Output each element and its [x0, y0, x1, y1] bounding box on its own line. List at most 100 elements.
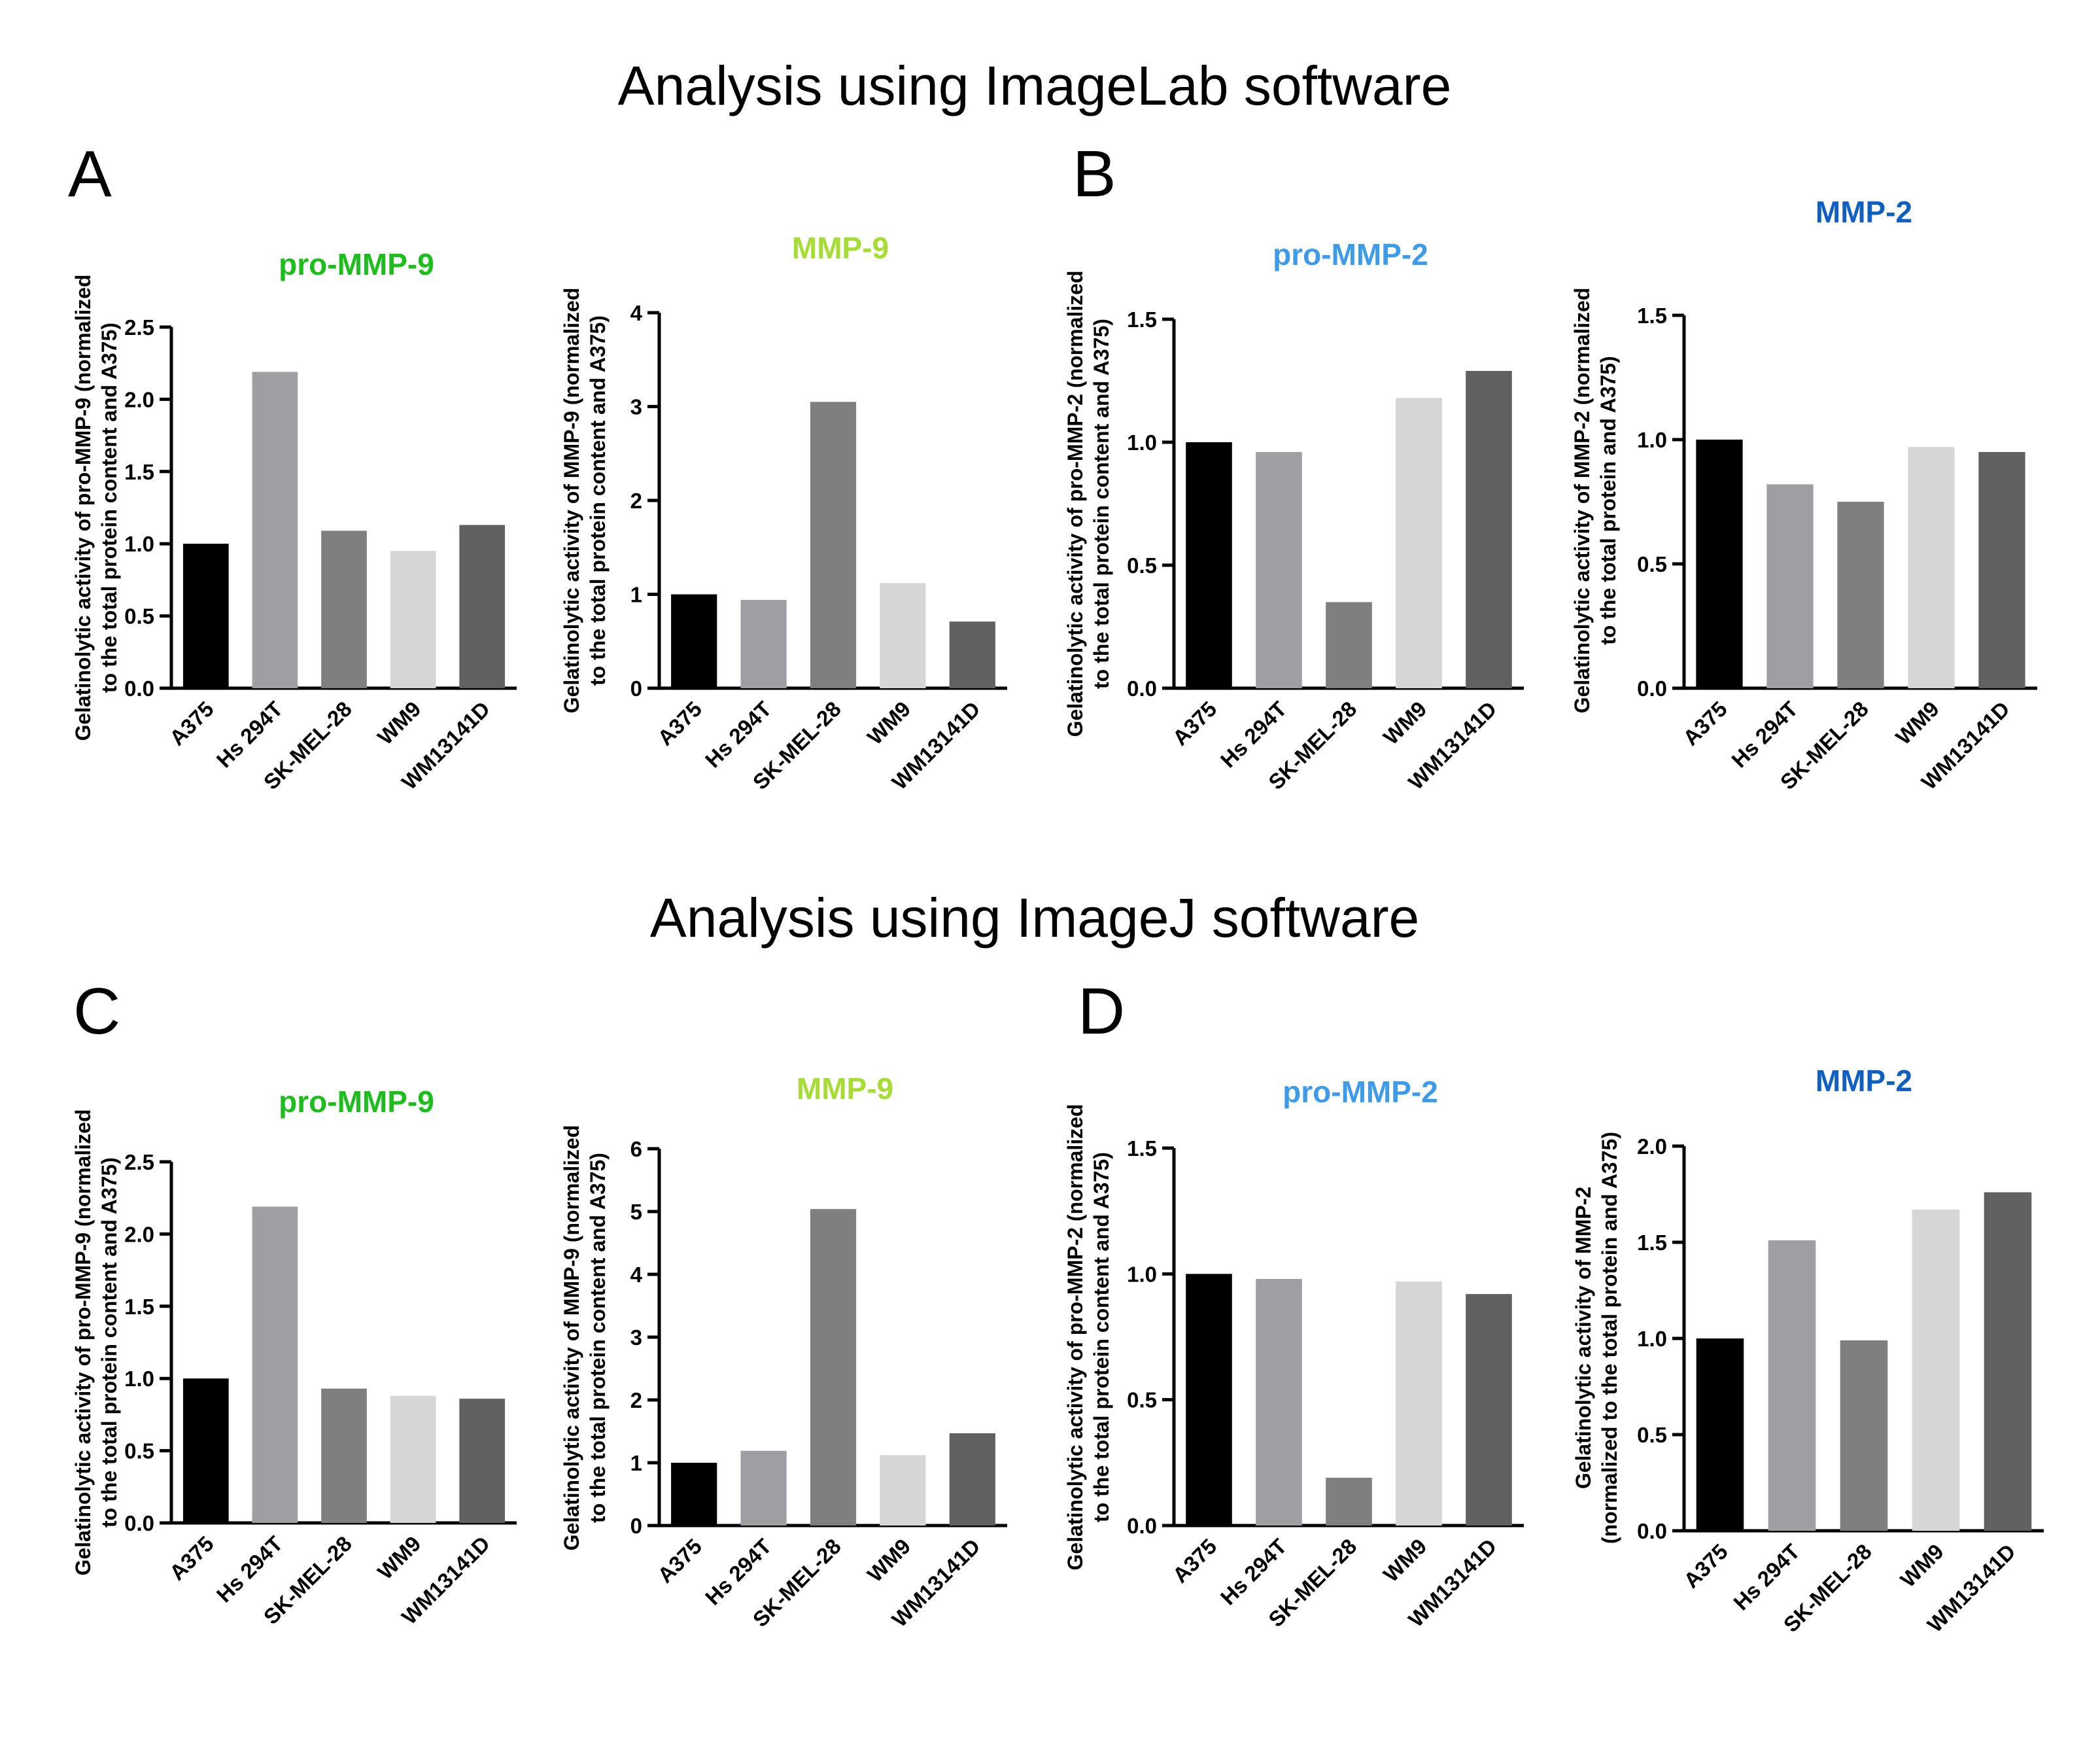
bar-sk-mel-28 [1840, 1340, 1888, 1531]
panel-letter-c: C [73, 975, 120, 1048]
y-tick-label: 0.5 [1127, 553, 1157, 578]
y-tick-label: 2.0 [1637, 1134, 1667, 1159]
bar-a375 [182, 1378, 229, 1523]
bar-hs-294t [1256, 1279, 1302, 1526]
chart-title: MMP-9 [792, 231, 889, 265]
y-tick-label: 4 [630, 1263, 643, 1287]
y-tick-label: 0.0 [1127, 676, 1157, 701]
bar-a375 [1696, 440, 1743, 688]
y-tick-label: 2 [630, 489, 642, 513]
bar-wm9 [390, 551, 436, 688]
y-tick-label: 0.5 [124, 1439, 154, 1463]
y-tick-label: 1.5 [124, 1295, 154, 1319]
bar-wm9 [1396, 1281, 1442, 1526]
y-axis-label-line: Gelatinolytic activity of pro-MMP-2 (nor… [1063, 271, 1087, 737]
y-tick-label: 0.5 [1637, 1423, 1667, 1447]
x-category-label: WM9 [863, 1534, 916, 1587]
y-axis-label-line: Gelatinolytic activity of MMP-2 (normali… [1570, 288, 1594, 714]
y-tick-label: 2.5 [124, 315, 154, 340]
bar-a375 [182, 544, 229, 688]
bar-hs-294t [252, 1206, 298, 1523]
chart-3: pro-MMP-2 Gelatinolytic activity of pro-M… [1063, 237, 1524, 794]
y-tick-label: 1.0 [1637, 428, 1667, 452]
x-category-label: Hs 294T [1729, 1539, 1804, 1615]
y-tick-label: 1 [630, 1451, 642, 1475]
y-tick-label: 0.0 [1637, 1519, 1667, 1543]
y-tick-label: 2.0 [124, 1222, 154, 1246]
y-axis-label-line: Gelatinolytic activity of pro-MMP-9 (nor… [71, 1109, 95, 1576]
y-tick-label: 1.0 [1127, 430, 1157, 455]
y-axis-label-line: Gelatinolytic activity of MMP-9 (normali… [560, 288, 583, 714]
panel-letter-d: D [1078, 975, 1125, 1048]
y-axis-label-line: to the total protein content and A375) [97, 323, 121, 693]
y-axis-label-line: Gelatinolytic activity of MMP-2 [1572, 1187, 1595, 1489]
chart-title: MMP-2 [1816, 195, 1912, 229]
section-title-imagelab: Analysis using ImageLab software [618, 55, 1452, 116]
bar-a375 [1186, 442, 1232, 688]
panel-letter-a: A [68, 137, 112, 211]
y-tick-label: 0 [630, 1514, 642, 1538]
chart-6: MMP-9 Gelatinolytic activity of MMP-9 (no… [560, 1072, 1007, 1632]
bar-wm13141d [949, 621, 995, 688]
x-category-label: A375 [653, 697, 706, 750]
y-axis-label-line: Gelatinolytic activity of MMP-9 (normali… [560, 1125, 583, 1551]
y-axis-label: Gelatinolytic activity of MMP-9 (normali… [560, 288, 610, 714]
y-axis-label-line: Gelatinolytic activity of pro-MMP-9 (nor… [71, 275, 95, 741]
chart-7: pro-MMP-2 Gelatinolytic activity of pro-M… [1063, 1075, 1524, 1632]
y-tick-label: 1.5 [1127, 307, 1157, 332]
x-category-label: WM9 [1891, 697, 1944, 750]
bar-a375 [671, 1463, 717, 1526]
bar-wm9 [880, 583, 926, 688]
panel-letter-b: B [1073, 137, 1116, 211]
x-category-label: WM9 [1379, 697, 1432, 750]
y-axis-label-line: to the total protein and A375) [1596, 356, 1620, 645]
y-tick-label: 0.5 [1127, 1388, 1157, 1412]
bar-sk-mel-28 [1326, 602, 1372, 688]
x-category-label: A375 [165, 697, 218, 750]
y-tick-label: 3 [630, 395, 642, 419]
y-axis-label-line: to the total protein content and A375) [97, 1157, 121, 1528]
x-category-label: A375 [653, 1534, 706, 1588]
y-tick-label: 2 [630, 1388, 642, 1412]
chart-8: MMP-2 Gelatinolytic activity of MMP-2 (nor… [1572, 1064, 2044, 1637]
y-axis-label-line: to the total protein content and A375) [586, 1153, 610, 1523]
x-category-label: A375 [1168, 1534, 1222, 1588]
y-axis-label: Gelatinolytic activity of pro-MMP-2 (nor… [1063, 271, 1113, 737]
bar-hs-294t [1766, 484, 1814, 688]
chart-title: pro-MMP-9 [279, 247, 434, 281]
y-tick-label: 1.5 [1637, 304, 1667, 328]
y-tick-label: 0.5 [1637, 552, 1667, 576]
bar-a375 [1186, 1274, 1232, 1526]
y-axis-label: Gelatinolytic activity of MMP-2 (normali… [1570, 288, 1620, 714]
y-tick-label: 1.0 [124, 532, 154, 556]
chart-title: pro-MMP-2 [1282, 1075, 1438, 1109]
y-tick-label: 0.5 [124, 604, 154, 629]
bar-wm13141d [459, 525, 506, 688]
bar-hs-294t [1256, 452, 1302, 688]
y-tick-label: 0.0 [124, 1511, 154, 1535]
chart-title: pro-MMP-2 [1273, 237, 1428, 271]
x-category-label: A375 [1678, 697, 1732, 750]
x-category-label: A375 [1679, 1539, 1732, 1593]
chart-title: MMP-2 [1816, 1064, 1912, 1098]
y-tick-label: 2.5 [124, 1150, 154, 1174]
y-axis-label: Gelatinolytic activity of pro-MMP-9 (nor… [71, 275, 121, 741]
y-axis-label-line: (normalized to the total protein and A37… [1598, 1132, 1621, 1544]
chart-title: MMP-9 [797, 1072, 893, 1106]
bar-wm9 [1908, 447, 1955, 688]
y-axis-label: Gelatinolytic activity of MMP-2 (normaliz… [1572, 1132, 1621, 1544]
bar-sk-mel-28 [810, 1209, 857, 1526]
bar-wm13141d [1466, 370, 1512, 688]
x-category-label: A375 [165, 1531, 218, 1585]
bar-wm9 [880, 1455, 926, 1526]
y-tick-label: 1.0 [1127, 1262, 1157, 1286]
bar-sk-mel-28 [321, 531, 367, 688]
y-tick-label: 5 [630, 1200, 642, 1224]
y-tick-label: 1.5 [124, 460, 154, 484]
bar-wm9 [390, 1395, 436, 1523]
y-tick-label: 4 [630, 301, 643, 325]
bar-sk-mel-28 [321, 1388, 367, 1523]
chart-4: MMP-2 Gelatinolytic activity of MMP-2 (no… [1570, 195, 2037, 794]
x-category-label: A375 [1168, 697, 1222, 750]
bar-hs-294t [252, 372, 298, 688]
